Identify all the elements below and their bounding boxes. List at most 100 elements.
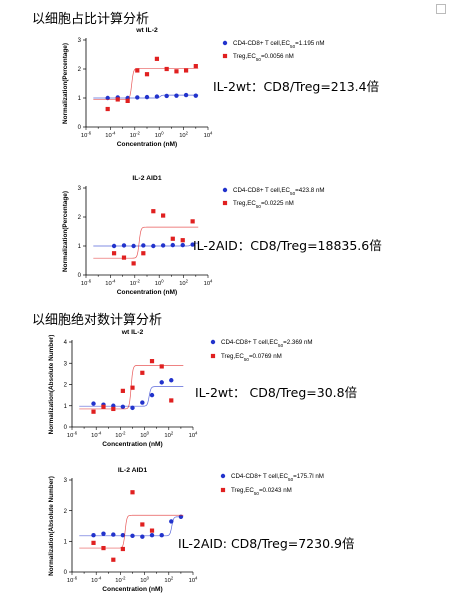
treg-fit-curve	[93, 68, 199, 100]
cd8-data-point	[120, 404, 126, 410]
x-tick-label: 10-4	[91, 576, 102, 584]
treg-data-point	[91, 409, 96, 414]
cd8-data-point	[174, 93, 179, 98]
cd8-data-point	[91, 533, 96, 538]
cd8-data-point	[170, 242, 175, 248]
chart-panel-2: IL-2 AID1 0 1 2 3 10-6 10-4 10-2 100 102 104 Concen…	[0, 158, 452, 298]
ratio-text-2: IL-2AID：CD8/Treg=18835.6倍	[193, 238, 382, 253]
cd8-data-point	[149, 392, 155, 398]
treg-fit-curve	[93, 226, 199, 259]
x-tick-label: 100	[155, 131, 164, 139]
y-tick-label: 0	[78, 273, 82, 279]
treg-data-point	[115, 97, 120, 102]
x-axis-label: Concentration (nM)	[102, 586, 162, 593]
y-axis-label: Normalization(Absolute Number)	[48, 476, 55, 576]
legend-entry: CD4-CD8+ T cell,EC50=175.7l nM	[231, 473, 324, 482]
x-tick-label: 10-2	[130, 279, 141, 287]
ratio-text-1: IL-2wt：CD8/Treg=213.4倍	[213, 79, 380, 94]
x-tick-label: 10-4	[105, 131, 116, 139]
cd8-data-point	[164, 93, 169, 99]
treg-data-point	[190, 219, 195, 224]
treg-data-point	[159, 364, 164, 369]
treg-data-point	[180, 238, 185, 243]
cd8-data-point	[169, 519, 174, 524]
legend-marker	[222, 40, 228, 46]
chart-title: wt IL-2	[135, 27, 158, 34]
y-tick-label: 2	[78, 215, 82, 221]
cd8-data-point	[190, 242, 195, 247]
treg-data-point	[140, 370, 145, 375]
cd8-data-point	[159, 380, 164, 385]
x-tick-label: 10-4	[105, 279, 116, 287]
chart-3: wt IL-2 0 1 2 3 4 10-6 10-4 10-2 100 102 104 Concent…	[48, 329, 313, 448]
x-tick-label: 104	[204, 131, 213, 139]
x-tick-label: 10-6	[81, 279, 92, 287]
window-corner-icon	[436, 4, 446, 14]
cd8-data-point	[91, 401, 96, 406]
y-tick-label: 2	[64, 509, 68, 515]
treg-data-point	[161, 213, 166, 218]
y-tick-label: 0	[64, 425, 68, 431]
x-tick-label: 10-2	[115, 576, 126, 584]
chart-panel-3: wt IL-2 0 1 2 3 4 10-6 10-4 10-2 100 102 104 Concent…	[0, 320, 452, 450]
treg-data-point	[120, 388, 125, 393]
cd8-data-point	[178, 514, 184, 519]
y-tick-label: 3	[78, 186, 82, 192]
legend-entry: Treg,EC50=0.0056 nM	[233, 53, 294, 62]
cd8-data-point	[140, 534, 145, 539]
treg-data-point	[169, 398, 174, 403]
legend-entry: CD4-CD8+ T cell,EC50=2.369 nM	[221, 339, 313, 348]
legend-entry: Treg,EC50=0.0243 nM	[231, 487, 292, 496]
treg-data-point	[170, 236, 175, 241]
treg-data-point	[125, 98, 130, 103]
x-tick-label: 100	[140, 576, 149, 584]
cd8-data-point	[159, 533, 164, 538]
y-tick-label: 1	[78, 96, 82, 102]
chart-title: IL-2 AID1	[118, 467, 147, 474]
section-title-proportion: 以细胞占比计算分析	[32, 12, 150, 27]
ratio-text-3: IL-2wt： CD8/Treg=30.8倍	[195, 385, 358, 400]
y-tick-label: 3	[64, 478, 68, 484]
treg-data-point	[101, 404, 106, 409]
treg-data-point	[120, 546, 125, 552]
cd8-data-point	[131, 243, 136, 249]
legend-marker	[222, 200, 228, 206]
cd8-fit-curve	[79, 516, 184, 537]
treg-data-point	[101, 545, 106, 551]
treg-data-point	[193, 64, 198, 69]
x-tick-label: 100	[155, 279, 164, 287]
cd8-data-point	[130, 405, 135, 411]
cd8-data-point	[154, 94, 160, 99]
x-tick-label: 10-2	[115, 431, 126, 439]
treg-data-point	[131, 261, 136, 266]
treg-data-point	[121, 255, 127, 260]
chart-4: IL-2 AID1 0 1 2 3 10-6 10-4 10-2 100 102 104 Concen…	[48, 467, 324, 593]
x-axis-label: Concentration (nM)	[117, 141, 177, 148]
legend-marker	[220, 487, 226, 493]
treg-fit-curve	[79, 514, 184, 549]
y-axis-label: Normalization(Absolute Number)	[48, 335, 55, 435]
legend-entry: Treg,EC50=0.0225 nM	[233, 200, 294, 209]
treg-data-point	[111, 406, 116, 412]
legend-marker	[210, 339, 216, 345]
cd8-data-point	[101, 531, 106, 536]
treg-data-point	[149, 359, 155, 364]
y-tick-label: 3	[78, 38, 82, 44]
treg-data-point	[140, 522, 145, 527]
cd8-data-point	[111, 243, 117, 249]
y-tick-label: 1	[64, 540, 68, 546]
x-tick-label: 104	[204, 279, 213, 287]
cd8-data-point	[193, 93, 198, 98]
x-axis-label: Concentration (nM)	[102, 441, 162, 448]
y-axis-label: Normalization(Percentage)	[62, 43, 69, 124]
cd8-data-point	[180, 242, 185, 248]
treg-data-point	[183, 68, 189, 73]
y-axis-label: Normalization(Percentage)	[62, 191, 69, 272]
treg-data-point	[141, 251, 146, 256]
treg-data-point	[130, 490, 135, 495]
x-tick-label: 102	[164, 576, 173, 584]
treg-data-point	[111, 251, 117, 256]
cd8-data-point	[120, 533, 126, 538]
treg-data-point	[135, 68, 140, 73]
y-tick-label: 4	[64, 340, 68, 346]
